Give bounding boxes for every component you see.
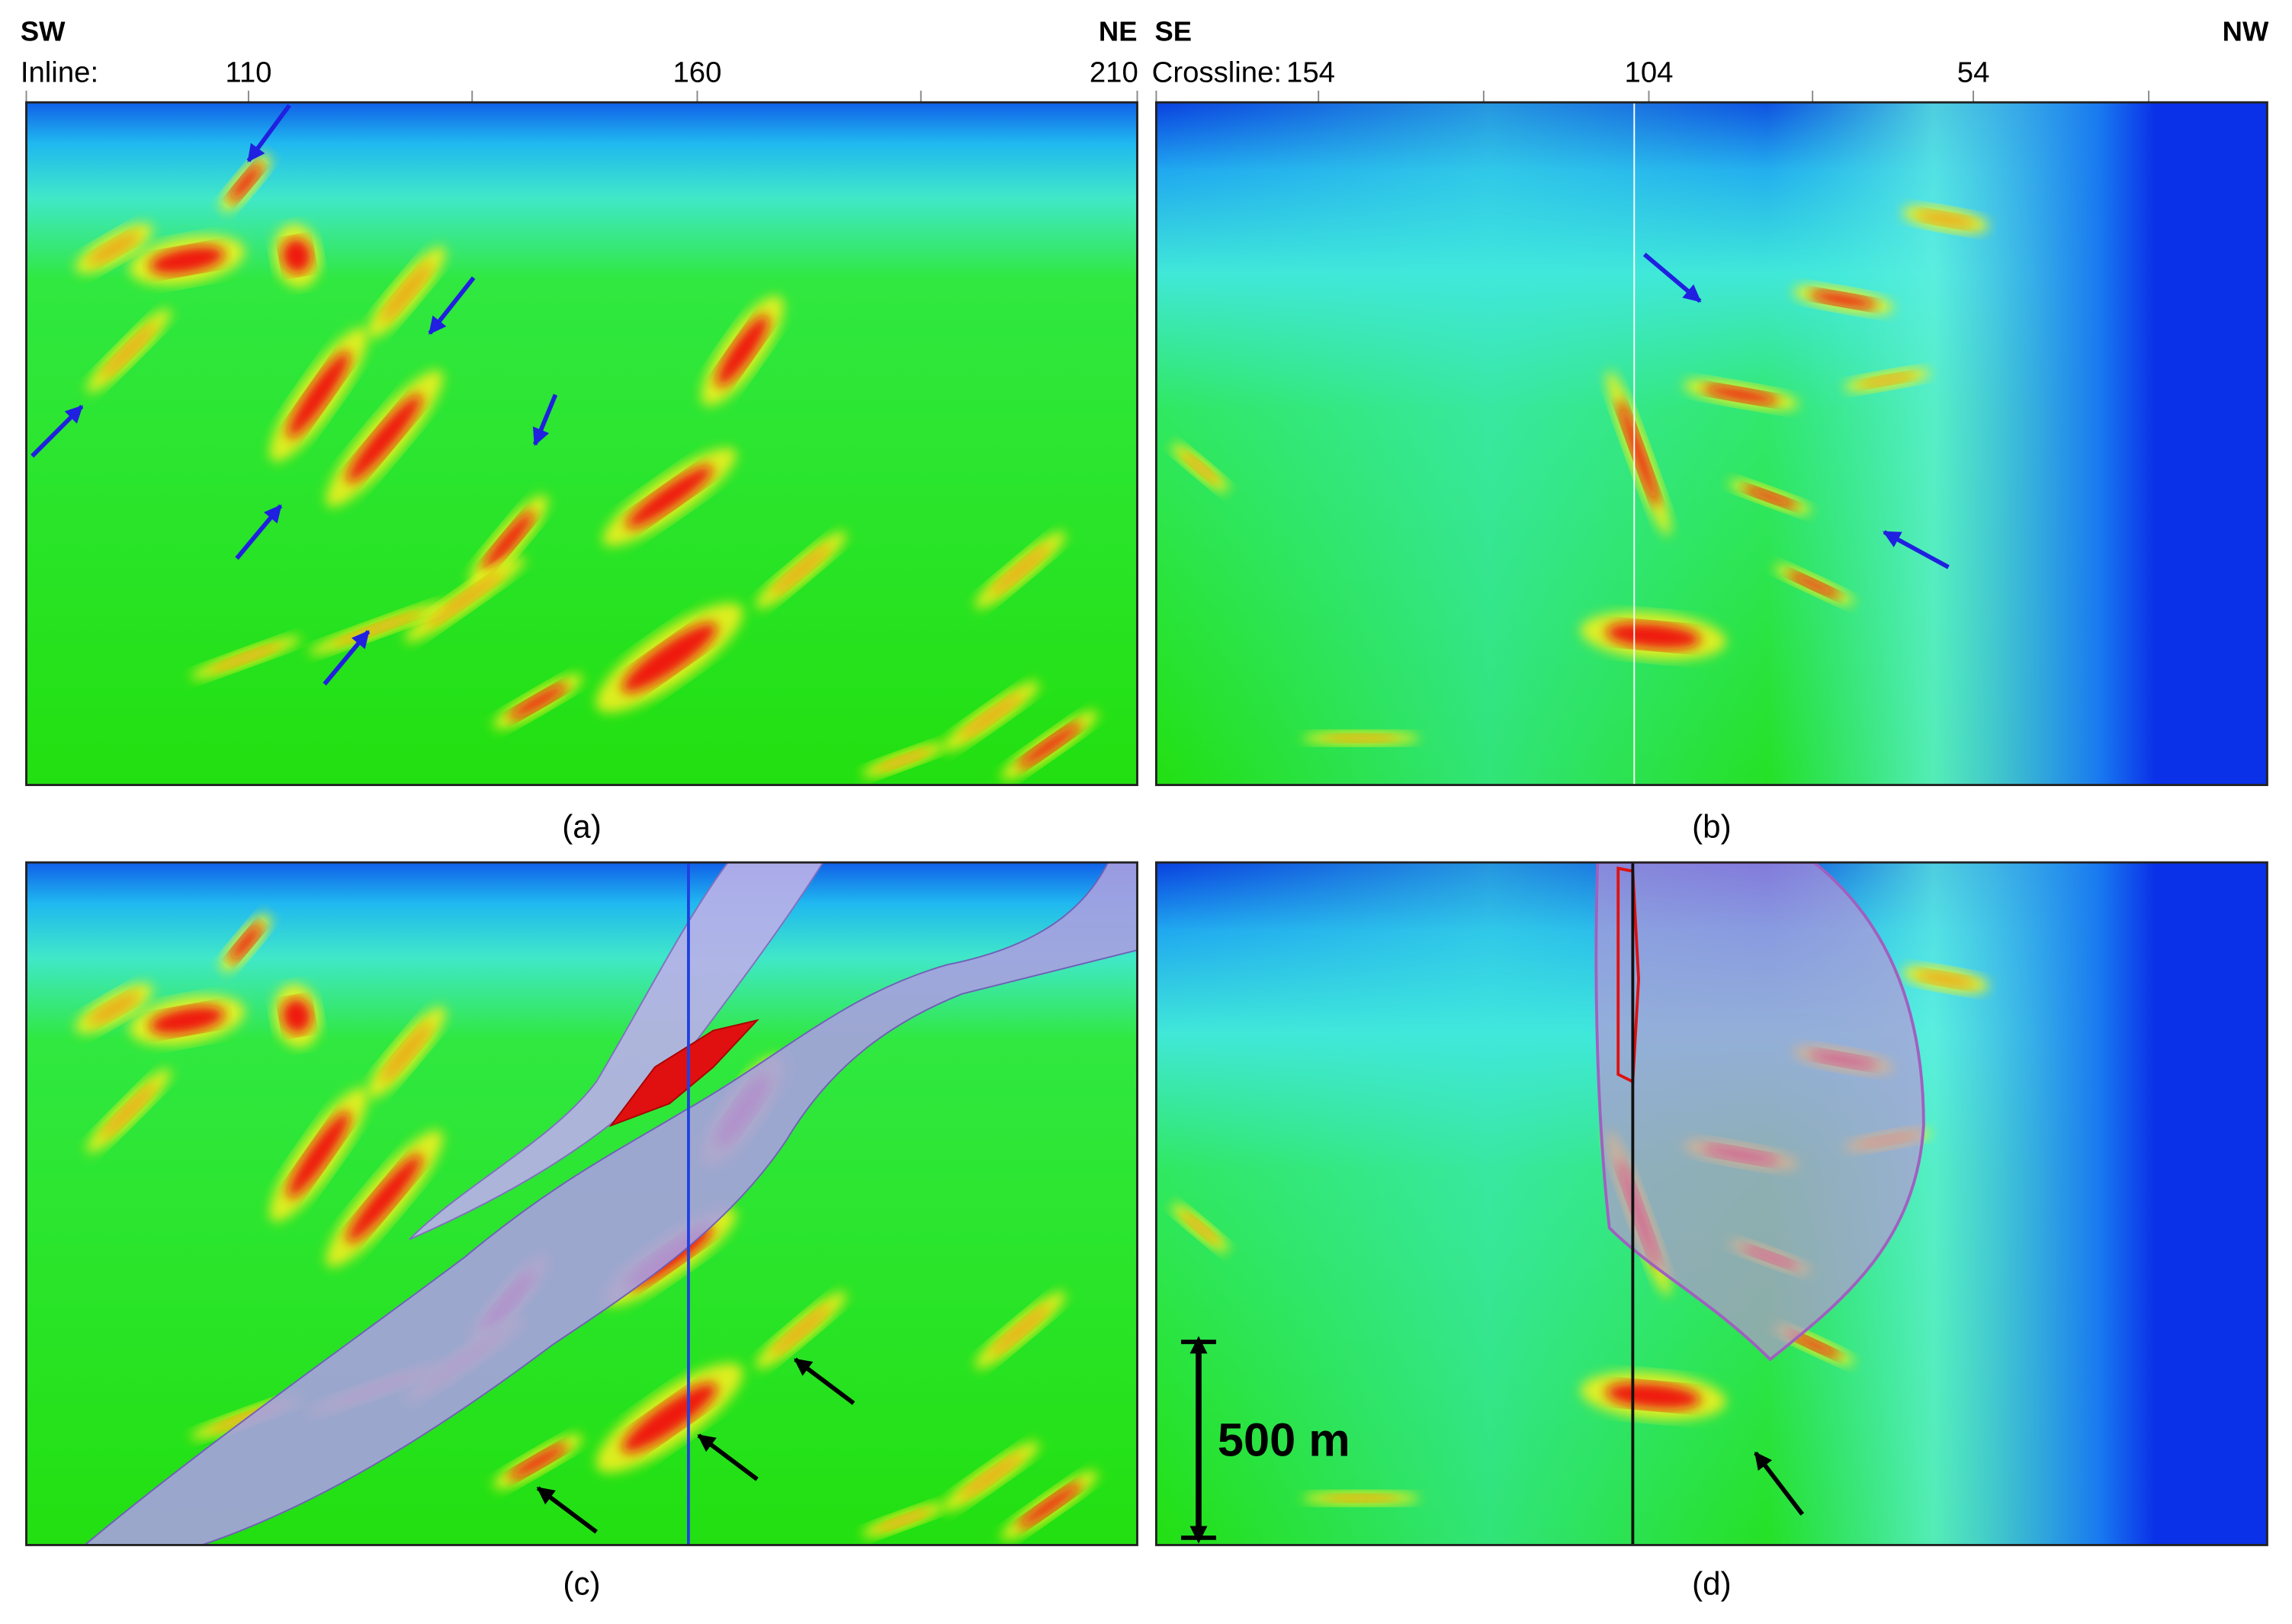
panel: [25, 861, 1138, 1546]
panel: [25, 101, 1138, 786]
panel: 500 m: [1154, 861, 2268, 1546]
panel-label: (d): [1692, 1566, 1732, 1602]
panel-label: (a): [562, 809, 602, 845]
tick-label: 154: [1286, 56, 1335, 88]
panel-label: (b): [1692, 809, 1732, 845]
direction: NE: [1099, 16, 1138, 47]
panel-label: (c): [563, 1566, 600, 1602]
panel: [1154, 101, 2268, 786]
tick-label: 110: [225, 56, 271, 88]
tick-label: 54: [1957, 56, 1990, 88]
tick-label: 160: [673, 56, 721, 88]
direction: SW: [21, 16, 66, 47]
axis-title: Crossline:: [1152, 56, 1282, 88]
scale-label: 500 m: [1218, 1413, 1350, 1465]
axis-title: Inline:: [21, 56, 98, 88]
ticks: [25, 90, 2150, 103]
direction: SE: [1155, 16, 1193, 47]
tick-label: 104: [1625, 56, 1674, 88]
tick-label: 210: [1090, 56, 1138, 88]
direction: NW: [2223, 16, 2269, 47]
